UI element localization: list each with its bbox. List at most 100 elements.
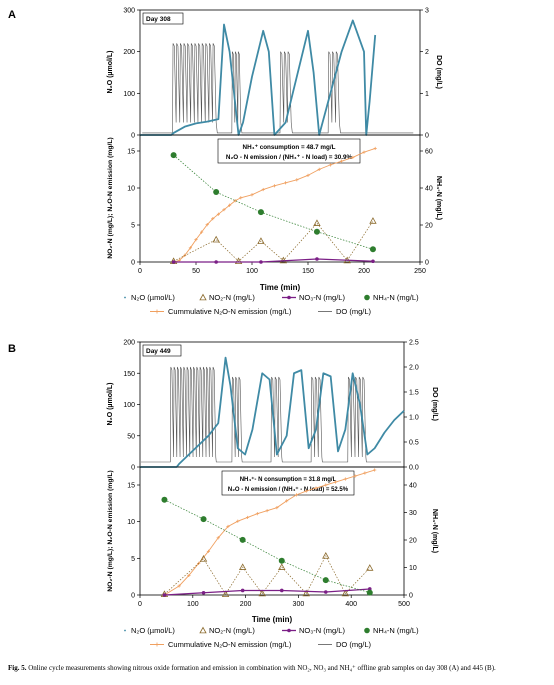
panel-a-bottom-plot — [169, 146, 377, 265]
xtick-label: 300 — [293, 601, 305, 608]
panel-a-top-yticks: 0 100 200 300 — [123, 8, 140, 140]
panel-b-top-plot — [140, 356, 405, 468]
xtick-label: 150 — [302, 268, 314, 275]
no3-point — [162, 593, 167, 597]
ytick-label: 0 — [131, 133, 135, 140]
ytick-label: 5 — [131, 223, 135, 230]
xtick-label: 400 — [345, 601, 357, 608]
ytick-label: 200 — [123, 49, 135, 56]
no2-point — [238, 563, 247, 570]
legend-no2-label: NO₂-N (mg/L) — [209, 293, 255, 302]
nh4-point — [239, 536, 246, 543]
n2o-series-line — [140, 19, 377, 136]
legend-n2o-label: N₂O (µmol/L) — [131, 293, 175, 302]
nh4-point — [200, 516, 207, 523]
no2-point — [221, 590, 230, 598]
ytick-label: 200 — [123, 340, 135, 347]
panel-a-bottom-yticks: 0 5 10 15 — [127, 149, 140, 267]
no2-point — [313, 219, 321, 226]
panel-a-bottom-ylabel: NO₂-N (mg/L); N₂O-N emission (mg/L) — [107, 137, 114, 259]
ytick-label-right: 0.0 — [409, 465, 419, 472]
panel-a-day-label: Day 308 — [146, 16, 171, 23]
legend-do-label: DO (mg/L) — [336, 640, 372, 649]
caption-text: Online cycle measurements showing nitrou… — [28, 664, 496, 672]
no3-series-line — [173, 258, 373, 263]
nh4-series-line — [164, 499, 370, 593]
panel-a-xticks: 0 50 100 150 200 250 — [138, 262, 426, 275]
legend-no2-symbol — [199, 626, 207, 634]
ytick-label-right: 1.0 — [409, 415, 419, 422]
legend-nh4-label: NH₄-N (mg/L) — [373, 626, 419, 635]
xtick-label: 200 — [240, 601, 252, 608]
panel-b-day-box — [142, 344, 182, 357]
no3-point — [214, 260, 218, 264]
panel-a-label: A — [8, 9, 16, 21]
panel-a-bottom-yticks-right: 0 20 40 60 — [420, 149, 433, 267]
no2-series-line — [164, 555, 371, 595]
panel-a-info-line2: N₂O - N emission / (NH₄⁺ - N load) = 30.… — [226, 154, 353, 161]
legend-no3-label: NO₃-N (mg/L) — [299, 293, 345, 302]
xtick-label: 0 — [138, 601, 142, 608]
no2-point — [234, 257, 243, 265]
nh4-point — [369, 246, 376, 253]
legend-no2-label: NO₂-N (mg/L) — [209, 626, 255, 635]
nh4-point — [313, 228, 320, 235]
cumulative-emission-line — [164, 469, 375, 596]
ytick-label: 100 — [123, 402, 135, 409]
nh4-point — [278, 557, 285, 564]
panel-b-bottom-ylabel-right: NH₄-N (mg/L) — [431, 509, 438, 553]
ytick-label-right: 0 — [425, 260, 429, 267]
ytick-label-right: 60 — [425, 149, 433, 156]
legend-n2o-symbol — [124, 296, 126, 299]
ytick-label-right: 2.0 — [409, 365, 419, 372]
ytick-label: 150 — [123, 371, 135, 378]
legend-no2-symbol — [199, 293, 207, 301]
legend-nh4-symbol — [364, 294, 370, 301]
no3-point — [171, 260, 176, 264]
no2-point — [322, 552, 330, 559]
ytick-label-right: 3 — [425, 8, 429, 15]
legend-cumulative-label: Cummulative N₂O-N emission (mg/L) — [168, 307, 292, 316]
xtick-label: 100 — [246, 268, 258, 275]
nh4-point — [170, 152, 177, 159]
panel-b-top-yticks-right: 0.0 0.5 1.0 1.5 2.0 2.5 — [404, 340, 419, 472]
ytick-label: 15 — [127, 483, 135, 490]
no2-point — [212, 235, 220, 243]
do-series-line — [142, 43, 414, 134]
ytick-label-right: 2.5 — [409, 340, 419, 347]
no3-point — [323, 590, 328, 594]
panel-b-info-line2: N₂O - N emission / (NH₄⁺ - N load) = 52.… — [228, 486, 349, 493]
ytick-label: 50 — [127, 433, 135, 440]
panel-a-top-plot — [140, 19, 414, 136]
panel-b-bottom-plot — [160, 468, 377, 598]
xtick-label: 100 — [187, 601, 199, 608]
panel-b-day-label: Day 449 — [146, 348, 171, 355]
n2o-series-line — [140, 356, 405, 468]
no2-point — [341, 589, 350, 597]
legend-no3-label: NO₃-N (mg/L) — [299, 626, 345, 635]
legend-do-label: DO (mg/L) — [336, 307, 372, 316]
panel-b-bottom-ylabel: NO₂-N (mg/L); N₂O-N emission (mg/L) — [107, 470, 114, 592]
legend-cumulative-label: Cummulative N₂O-N emission (mg/L) — [168, 640, 292, 649]
xtick-label: 500 — [398, 601, 410, 608]
ytick-label-right: 30 — [409, 510, 417, 517]
panel-b-top-ylabel: N₂O (µmol/L) — [107, 383, 114, 426]
panel-a-legend: N₂O (µmol/L) NO₂-N (mg/L) NO₃-N (mg/L) NH₄-… — [124, 293, 419, 316]
panel-a-bottom-ylabel-right: NH₄-N (mg/L) — [435, 176, 442, 220]
panel-b-bottom-frame — [139, 466, 405, 596]
no3-point — [201, 590, 206, 595]
panel-a-bottom-frame — [139, 134, 421, 263]
panel-a-top-yticks-right: 0 1 2 3 — [420, 8, 429, 140]
nh4-point — [322, 577, 329, 584]
no3-series-line — [164, 588, 370, 596]
xtick-label: 0 — [138, 268, 142, 275]
ytick-label: 10 — [127, 186, 135, 193]
panel-a-top-ylabel: N₂O (µmol/L) — [107, 51, 114, 94]
ytick-label: 0 — [131, 260, 135, 267]
no3-point — [279, 588, 284, 593]
ytick-label: 0 — [131, 593, 135, 600]
panel-a-info-line1: NH₄⁺ consumption = 48.7 mg/L — [243, 144, 336, 151]
legend-n2o-symbol — [124, 629, 126, 632]
